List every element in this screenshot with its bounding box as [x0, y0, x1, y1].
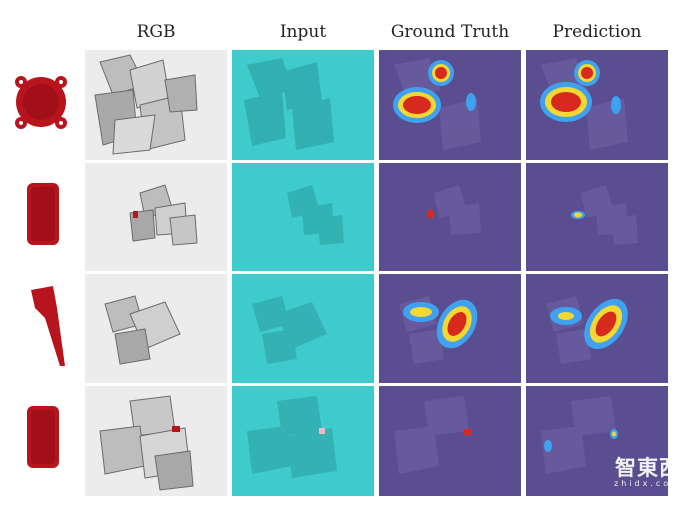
watermark-url: zhidx.com	[614, 479, 682, 488]
ground-truth-panel-row2	[379, 163, 521, 271]
column-header-input: Input	[279, 22, 327, 42]
input-panel-row1	[232, 50, 374, 160]
input-panel-row2	[232, 163, 374, 271]
ground-truth-panel-row1	[379, 50, 521, 160]
rgb-panel-row3	[85, 274, 227, 383]
prediction-panel-row1	[526, 50, 668, 160]
column-header-rgb: RGB	[136, 22, 176, 42]
rgb-panel-row4	[85, 386, 227, 496]
rgb-panel-row2	[85, 163, 227, 271]
watermark: 智東西 zhidx.com	[614, 452, 682, 488]
prediction-panel-row3	[526, 274, 668, 383]
prediction-panel-row2	[526, 163, 668, 271]
object-thumbnail-rectangular-plate	[5, 390, 77, 490]
rgb-panel-row1	[85, 50, 227, 160]
column-header-prediction: Prediction	[552, 22, 642, 42]
object-thumbnail-round-flange	[5, 52, 77, 152]
ground-truth-panel-row4	[379, 386, 521, 496]
input-panel-row3	[232, 274, 374, 383]
column-header-ground-truth: Ground Truth	[390, 22, 510, 42]
watermark-logo: 智東西	[615, 456, 682, 480]
object-thumbnail-tapered-nozzle	[5, 278, 77, 378]
input-panel-row4	[232, 386, 374, 496]
object-thumbnail-rectangular-plate	[5, 165, 77, 265]
ground-truth-panel-row3	[379, 274, 521, 383]
prediction-panel-row4	[526, 386, 668, 496]
